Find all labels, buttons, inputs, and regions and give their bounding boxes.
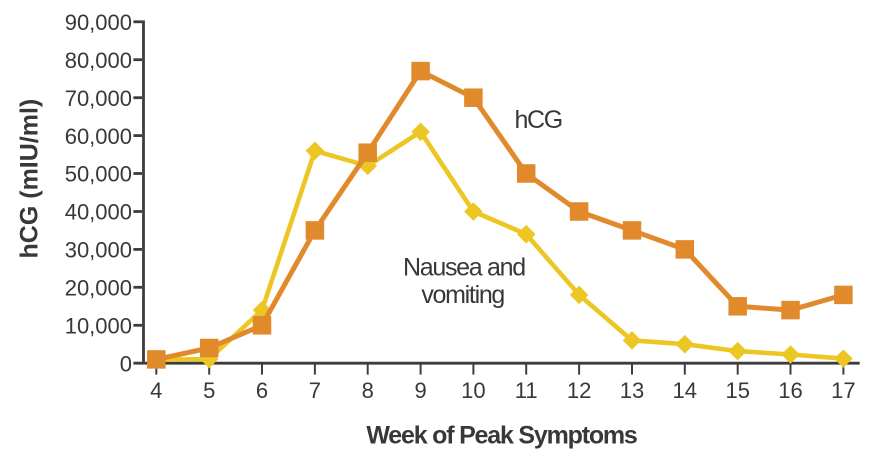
svg-text:12: 12 [567,378,591,403]
svg-text:4: 4 [150,378,162,403]
svg-text:16: 16 [778,378,802,403]
svg-text:40,000: 40,000 [65,200,132,225]
svg-text:7: 7 [309,378,321,403]
svg-text:13: 13 [620,378,644,403]
svg-text:17: 17 [831,378,855,403]
svg-text:Nausea and: Nausea and [403,254,525,282]
svg-text:30,000: 30,000 [65,238,132,263]
svg-text:11: 11 [515,378,538,403]
svg-text:6: 6 [256,378,268,403]
svg-text:0: 0 [120,351,132,376]
svg-text:8: 8 [362,378,374,403]
svg-text:10: 10 [461,378,485,403]
svg-text:hCG: hCG [514,106,562,134]
svg-text:80,000: 80,000 [65,48,132,73]
svg-text:20,000: 20,000 [65,276,132,301]
svg-text:14: 14 [673,378,697,403]
svg-text:60,000: 60,000 [65,124,132,149]
svg-text:9: 9 [414,378,426,403]
svg-text:70,000: 70,000 [65,86,132,111]
svg-text:15: 15 [725,378,749,403]
svg-text:hCG (mIU/ml): hCG (mIU/ml) [16,99,44,259]
svg-text:5: 5 [203,378,215,403]
svg-text:50,000: 50,000 [65,162,132,187]
svg-text:10,000: 10,000 [65,314,132,339]
svg-text:Week of Peak Symptoms: Week of Peak Symptoms [366,421,637,449]
svg-text:vomiting: vomiting [421,281,504,309]
svg-text:90,000: 90,000 [65,10,132,35]
